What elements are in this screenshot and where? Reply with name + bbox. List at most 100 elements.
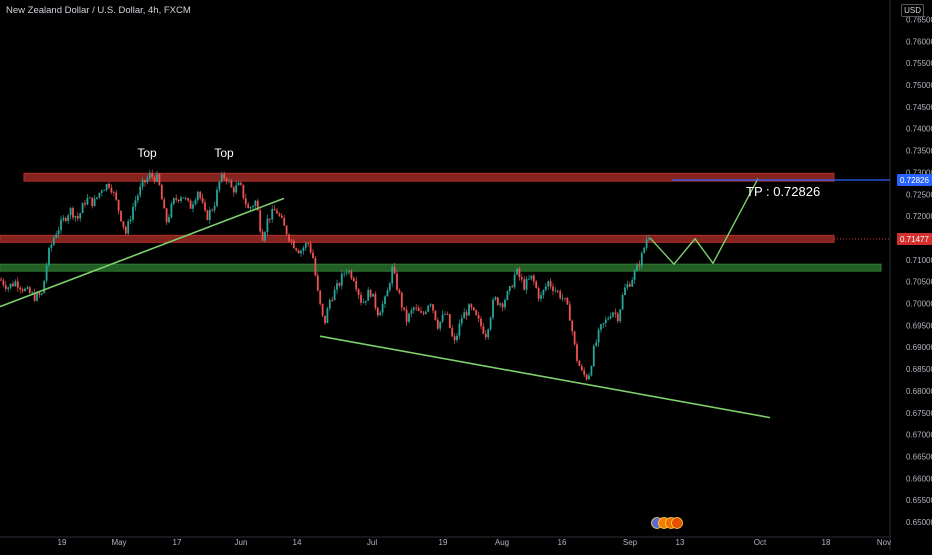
- candle-body: [626, 284, 629, 288]
- candle-body: [276, 210, 278, 214]
- candle-body: [225, 178, 228, 181]
- candle-body: [576, 344, 578, 361]
- candle-body: [427, 305, 430, 312]
- x-tick-label: 17: [173, 538, 182, 547]
- event-marker-icon[interactable]: [671, 517, 683, 529]
- x-tick-label: Jun: [235, 538, 248, 547]
- x-tick-label: 14: [293, 538, 302, 547]
- candle-body: [463, 312, 466, 319]
- x-tick-label: May: [111, 538, 126, 547]
- candle-body: [81, 203, 84, 214]
- candle-body: [108, 183, 110, 188]
- currency-badge[interactable]: USD: [901, 4, 924, 17]
- candle-body: [609, 316, 612, 319]
- candle-body: [57, 230, 60, 235]
- candle-body: [26, 287, 29, 289]
- candle-body: [588, 375, 590, 380]
- candle-body: [218, 181, 221, 190]
- candle-body: [237, 182, 240, 186]
- candle-body: [604, 319, 607, 324]
- candle-body: [360, 294, 362, 303]
- x-tick-label: 18: [822, 538, 831, 547]
- candle-body: [79, 213, 82, 219]
- candle-body: [391, 266, 394, 284]
- candle-body: [156, 173, 158, 182]
- candle-body: [516, 268, 518, 275]
- candle-body: [403, 307, 406, 310]
- candle-body: [400, 292, 403, 308]
- candle-body: [247, 204, 250, 209]
- candle-body: [465, 312, 468, 316]
- candle-body: [328, 300, 331, 309]
- support-zone[interactable]: [0, 263, 882, 272]
- candle-body: [499, 303, 502, 305]
- candle-body: [494, 297, 497, 300]
- candle-body: [235, 185, 238, 193]
- falling-trendline[interactable]: [319, 335, 771, 419]
- candle-body: [633, 271, 636, 280]
- candle-body: [189, 200, 192, 209]
- rising-trendline[interactable]: [0, 197, 285, 308]
- candle-body: [636, 264, 638, 272]
- resistance-zone[interactable]: [23, 172, 835, 182]
- resistance-zone[interactable]: [0, 234, 835, 243]
- candle-body: [74, 216, 77, 218]
- candle-body: [100, 190, 103, 193]
- candle-body: [14, 281, 17, 287]
- candle-body: [405, 309, 408, 322]
- candle-body: [4, 285, 7, 289]
- candle-body: [573, 331, 576, 345]
- candle-body: [2, 280, 5, 286]
- candle-body: [139, 186, 142, 196]
- candle-body: [0, 279, 2, 281]
- candle-body: [12, 283, 14, 287]
- candle-body: [256, 200, 259, 211]
- candle-body: [352, 278, 355, 281]
- candle-body: [158, 173, 161, 185]
- candle-body: [115, 192, 118, 200]
- candle-body: [448, 314, 451, 328]
- y-tick-label: 0.65000: [906, 518, 932, 527]
- candle-body: [396, 273, 398, 290]
- candle-body: [511, 286, 514, 288]
- candle-body: [273, 208, 276, 211]
- candle-body: [590, 366, 593, 376]
- candle-body: [271, 208, 274, 220]
- candle-body: [16, 281, 19, 288]
- candle-body: [216, 189, 218, 206]
- candle-body: [88, 197, 91, 199]
- candle-body: [304, 243, 307, 248]
- candle-body: [424, 311, 427, 314]
- candle-body: [144, 180, 146, 183]
- candle-body: [607, 318, 610, 320]
- candle-body: [60, 219, 62, 231]
- candle-body: [549, 281, 552, 287]
- candle-body: [252, 205, 254, 208]
- candle-body: [242, 184, 245, 199]
- candle-body: [7, 287, 10, 289]
- candle-body: [501, 303, 504, 308]
- candle-body: [619, 309, 622, 322]
- candle-body: [381, 304, 384, 313]
- candle-body: [595, 342, 598, 346]
- projection-path[interactable]: [649, 178, 759, 266]
- candle-body: [338, 283, 341, 286]
- candle-body: [547, 281, 550, 287]
- candle-body: [422, 312, 425, 314]
- candle-body: [508, 286, 511, 292]
- candle-body: [568, 304, 571, 321]
- candle-body: [141, 180, 144, 187]
- candle-body: [38, 292, 41, 295]
- candle-body: [230, 180, 233, 188]
- candle-body: [21, 289, 24, 292]
